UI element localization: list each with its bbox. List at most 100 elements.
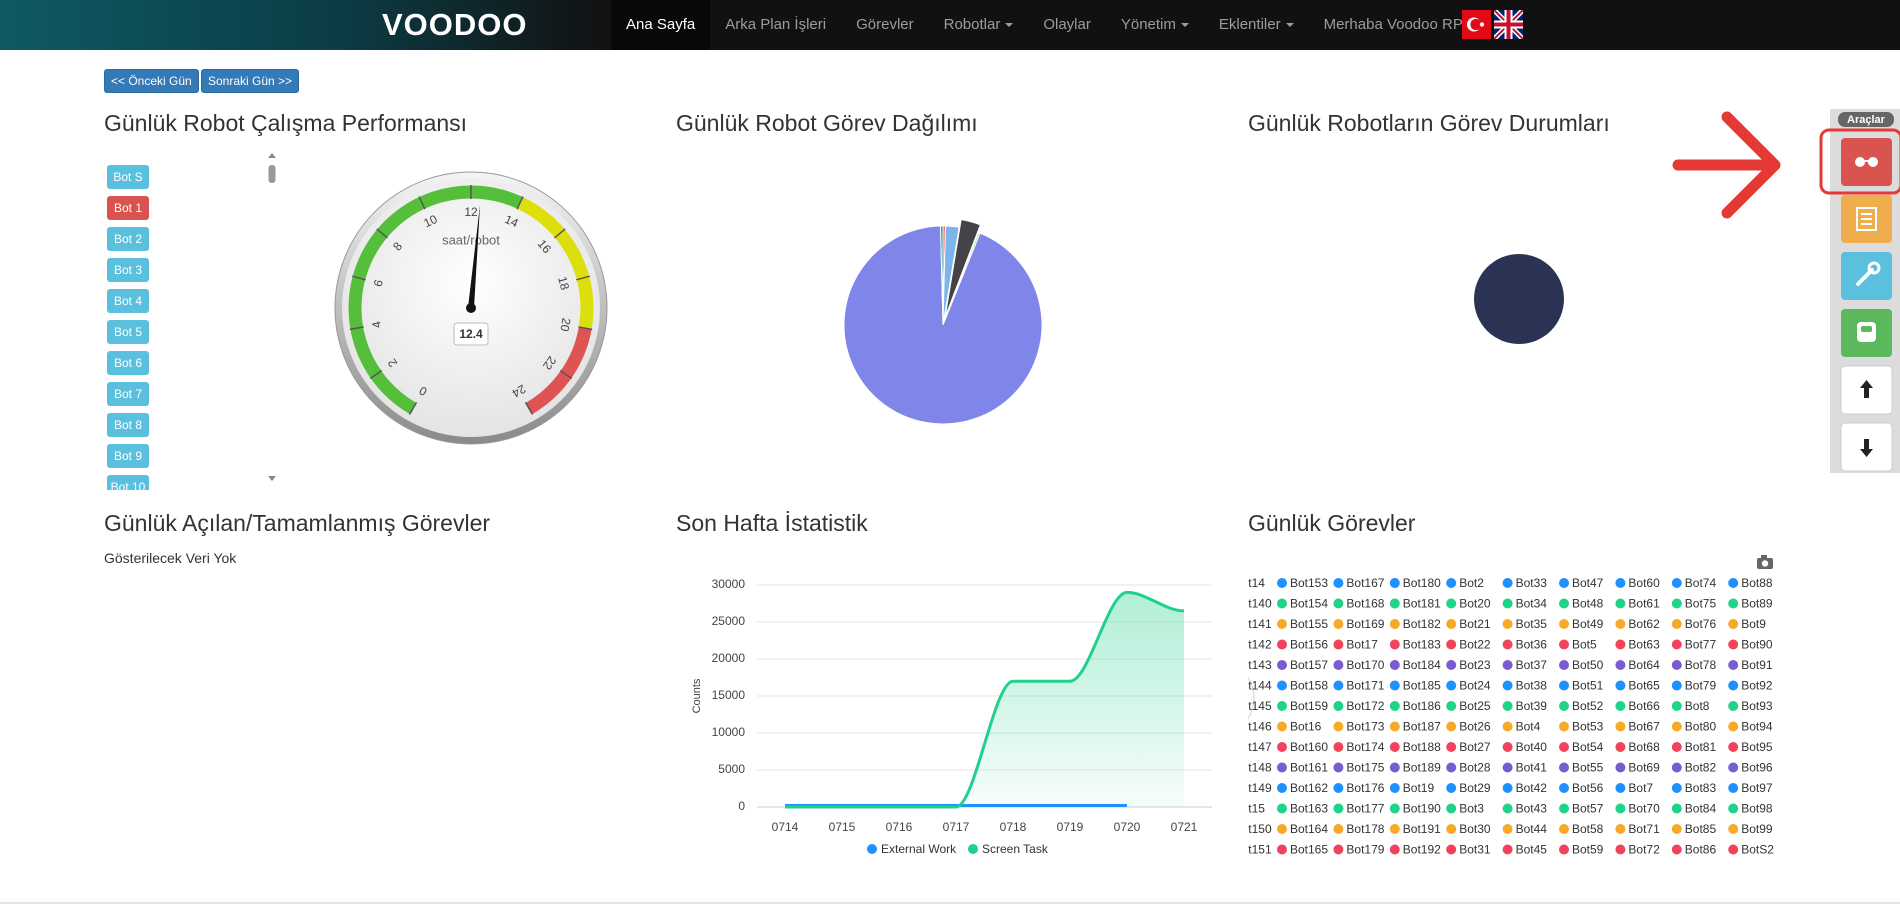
tool-view[interactable] xyxy=(1841,138,1892,186)
legend-label[interactable]: Bot39 xyxy=(1516,699,1548,713)
legend-label[interactable]: Bot47 xyxy=(1572,576,1604,590)
legend-label[interactable]: Bot174 xyxy=(1346,740,1384,754)
legend-label[interactable]: Bot169 xyxy=(1346,617,1384,631)
legend-label[interactable]: Bot69 xyxy=(1628,761,1660,775)
legend-label[interactable]: Bot35 xyxy=(1516,617,1548,631)
legend-label[interactable]: Bot84 xyxy=(1685,802,1717,816)
legend-label[interactable]: Bot72 xyxy=(1628,843,1660,857)
legend-label[interactable]: Bot143 xyxy=(1234,658,1272,672)
legend-label[interactable]: Bot184 xyxy=(1403,658,1441,672)
legend-label[interactable]: Bot22 xyxy=(1459,638,1491,652)
nav-item[interactable]: Eklentiler xyxy=(1204,0,1309,50)
legend-label[interactable]: Bot17 xyxy=(1346,638,1378,652)
legend-label[interactable]: Bot34 xyxy=(1516,597,1548,611)
legend-label[interactable]: Bot62 xyxy=(1628,617,1660,631)
legend-label[interactable]: Bot29 xyxy=(1459,781,1491,795)
legend-label[interactable]: Bot86 xyxy=(1685,843,1717,857)
legend-label[interactable]: Bot98 xyxy=(1741,802,1773,816)
legend-label[interactable]: Bot75 xyxy=(1685,597,1717,611)
legend-label[interactable]: Bot64 xyxy=(1628,658,1660,672)
legend-label[interactable]: Bot142 xyxy=(1234,638,1272,652)
nav-item[interactable]: Arka Plan İşleri xyxy=(710,0,841,50)
legend-label[interactable]: Bot70 xyxy=(1628,802,1660,816)
legend-label[interactable]: Bot150 xyxy=(1234,822,1272,836)
scroll-top-button[interactable] xyxy=(1840,365,1893,415)
legend-label[interactable]: Bot178 xyxy=(1346,822,1384,836)
legend-label[interactable]: Bot28 xyxy=(1459,761,1491,775)
legend-label[interactable]: Bot21 xyxy=(1459,617,1491,631)
legend-label[interactable]: Bot71 xyxy=(1628,822,1660,836)
legend-label[interactable]: Bot59 xyxy=(1572,843,1604,857)
legend-label[interactable]: Bot146 xyxy=(1234,720,1272,734)
legend-label[interactable]: Bot41 xyxy=(1516,761,1548,775)
bot-button[interactable]: Bot 4 xyxy=(107,289,149,313)
tool-settings[interactable] xyxy=(1841,252,1892,300)
legend-label[interactable]: BotS2 xyxy=(1741,843,1774,857)
legend-label[interactable]: Bot93 xyxy=(1741,699,1773,713)
legend-label[interactable]: Bot141 xyxy=(1234,617,1272,631)
legend-label[interactable]: Bot38 xyxy=(1516,679,1548,693)
brand[interactable]: VOODOO xyxy=(382,7,528,42)
legend-label[interactable]: Bot176 xyxy=(1346,781,1384,795)
legend-label[interactable]: Bot83 xyxy=(1685,781,1717,795)
legend-label[interactable]: Bot186 xyxy=(1403,699,1441,713)
legend-label[interactable]: Bot81 xyxy=(1685,740,1717,754)
legend-label[interactable]: Bot54 xyxy=(1572,740,1604,754)
legend-label[interactable]: Bot37 xyxy=(1516,658,1548,672)
scroll-thumb[interactable] xyxy=(268,165,276,183)
legend-label[interactable]: Bot23 xyxy=(1459,658,1491,672)
legend-label[interactable]: Bot36 xyxy=(1516,638,1548,652)
legend-label[interactable]: Bot24 xyxy=(1459,679,1491,693)
legend-label[interactable]: Bot53 xyxy=(1572,720,1604,734)
nav-item[interactable]: Görevler xyxy=(841,0,929,50)
legend-label[interactable]: Bot175 xyxy=(1346,761,1384,775)
legend-label[interactable]: Bot156 xyxy=(1290,638,1328,652)
legend-label[interactable]: Bot8 xyxy=(1685,699,1710,713)
legend-label[interactable]: Bot5 xyxy=(1572,638,1597,652)
legend-label[interactable]: Bot96 xyxy=(1741,761,1773,775)
legend-label[interactable]: Bot66 xyxy=(1628,699,1660,713)
legend-label[interactable]: Bot79 xyxy=(1685,679,1717,693)
legend-label[interactable]: Bot161 xyxy=(1290,761,1328,775)
legend-label[interactable]: Bot153 xyxy=(1290,576,1328,590)
legend-label[interactable]: Bot19 xyxy=(1403,781,1435,795)
nav-item[interactable]: Ana Sayfa xyxy=(611,0,711,50)
tool-robot[interactable] xyxy=(1841,309,1892,357)
legend-label[interactable]: Bot177 xyxy=(1346,802,1384,816)
next-day-button[interactable]: Sonraki Gün >> xyxy=(201,69,300,93)
legend-label[interactable]: Bot85 xyxy=(1685,822,1717,836)
legend-label[interactable]: Bot147 xyxy=(1234,740,1272,754)
legend-label[interactable]: Bot33 xyxy=(1516,576,1548,590)
flag-uk[interactable] xyxy=(1494,10,1523,39)
bot-button[interactable]: Bot 6 xyxy=(107,351,149,375)
legend-label[interactable]: Bot65 xyxy=(1628,679,1660,693)
legend-label[interactable]: Bot31 xyxy=(1459,843,1491,857)
legend-label[interactable]: Bot155 xyxy=(1290,617,1328,631)
legend-label[interactable]: Bot57 xyxy=(1572,802,1604,816)
legend-label[interactable]: Bot68 xyxy=(1628,740,1660,754)
bot-button[interactable]: Bot 9 xyxy=(107,444,149,468)
nav-item[interactable]: Robotlar xyxy=(929,0,1029,50)
nav-item[interactable]: Olaylar xyxy=(1028,0,1106,50)
scroll-down[interactable] xyxy=(268,476,276,481)
legend-label[interactable]: Bot88 xyxy=(1741,576,1773,590)
legend-label[interactable]: Bot80 xyxy=(1685,720,1717,734)
legend-label[interactable]: Bot61 xyxy=(1628,597,1660,611)
legend-label[interactable]: Bot51 xyxy=(1572,679,1604,693)
legend-label[interactable]: Bot164 xyxy=(1290,822,1328,836)
legend-label[interactable]: Bot182 xyxy=(1403,617,1441,631)
legend-label[interactable]: Bot67 xyxy=(1628,720,1660,734)
legend-label[interactable]: Bot60 xyxy=(1628,576,1660,590)
legend-label[interactable]: Bot163 xyxy=(1290,802,1328,816)
legend-label[interactable]: Bot42 xyxy=(1516,781,1548,795)
legend-label[interactable]: Bot55 xyxy=(1572,761,1604,775)
legend-label[interactable]: Bot40 xyxy=(1516,740,1548,754)
legend-label[interactable]: Bot90 xyxy=(1741,638,1773,652)
legend-label[interactable]: Bot168 xyxy=(1346,597,1384,611)
legend-label[interactable]: Bot188 xyxy=(1403,740,1441,754)
legend-label[interactable]: Bot27 xyxy=(1459,740,1491,754)
bot-button[interactable]: Bot 8 xyxy=(107,413,149,437)
legend-label[interactable]: Bot154 xyxy=(1290,597,1328,611)
bot-button[interactable]: Bot 1 xyxy=(107,196,149,220)
legend-label[interactable]: Bot77 xyxy=(1685,638,1717,652)
